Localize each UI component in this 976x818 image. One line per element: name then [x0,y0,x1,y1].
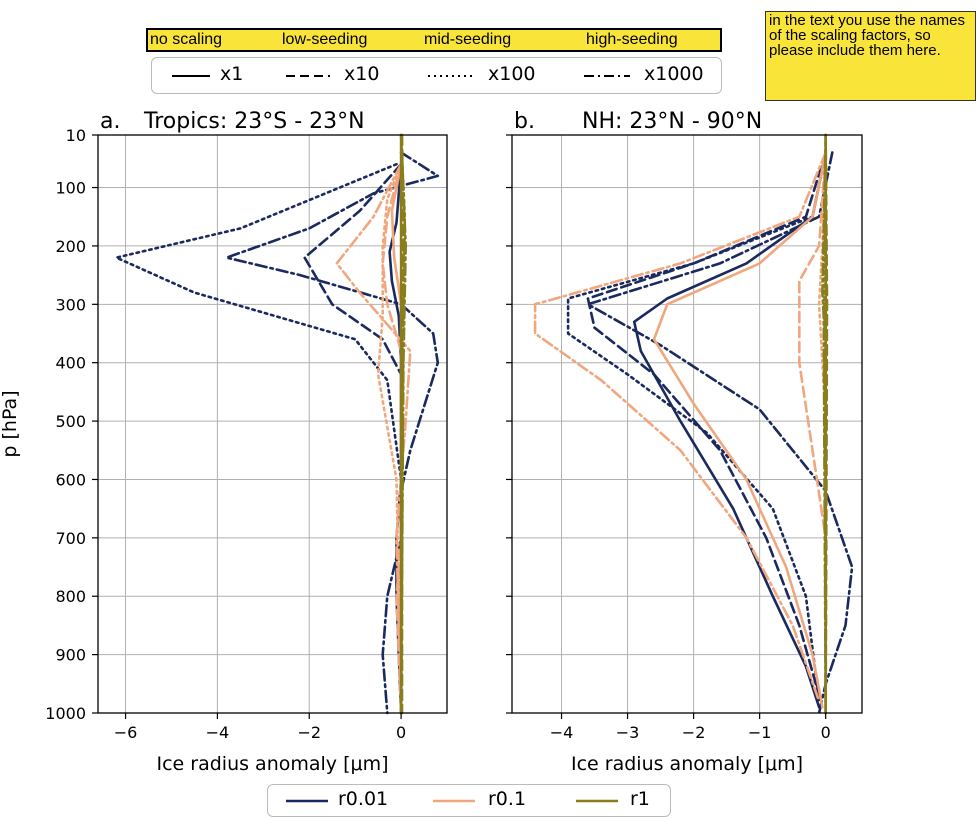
annotation-low-seeding: low-seeding [282,31,368,48]
ytick-label-a: 800 [55,587,86,606]
xtick-label-b: 0 [821,723,831,742]
xlabel-a: Ice radius anomaly [μm] [157,753,389,775]
series-a-r001-x100 [115,162,403,715]
scaling-legend: x1 x10 x100 x1000 [151,57,722,94]
xtick-label-b: −3 [616,723,640,742]
plot-frame-b [511,134,863,714]
legend-label-r01: r0.1 [488,788,527,810]
legend-label-x10: x10 [344,63,380,85]
xtick-label-a: −4 [206,723,230,742]
ytick-label-a: 200 [55,237,86,256]
series-a-r001-x10 [303,162,403,715]
series-b-r01-x1000 [533,151,827,703]
series-b-r001-x1 [632,151,827,709]
scaling-names-annotation: no scaling low-seeding mid-seeding high-… [146,28,722,52]
legend-label-r1: r1 [630,788,650,810]
series-a-r01-x100 [376,162,403,715]
legend-label-r001: r0.01 [338,788,389,810]
ice-radius-charts: −6 −4 −2 0 10 100 200 300 400 500 600 700 800 900 1000… [0,109,863,775]
series-b-r001-x100 [566,151,827,703]
xtick-label-b: −4 [550,723,574,742]
ytick-label-a: 400 [55,354,86,373]
xtick-label-b: −2 [682,723,706,742]
scaling-legend-swatches [172,75,630,77]
ytick-label-a: 600 [55,470,86,489]
series-b-r001-x1000 [586,151,854,715]
ytick-label-a: 300 [55,295,86,314]
panel-label-a: a. [100,109,120,134]
xtick-label-a: −2 [297,723,321,742]
radius-legend: r0.01 r0.1 r1 [267,784,671,817]
series-b-r1-x1000 [821,133,827,715]
panel-label-b: b. [514,109,535,134]
ytick-label-a: 700 [55,529,86,548]
ytick-label-a: 100 [55,179,86,198]
series-b-r01-x1 [652,151,827,709]
series-a-r001-x1000 [225,151,440,715]
series-a-r01-x1000 [335,162,412,715]
panel-title-b: NH: 23°N - 90°N [582,109,762,134]
xlabel-b: Ice radius anomaly [μm] [571,753,803,775]
series-a-r1-x1000 [399,133,407,715]
xtick-label-b: −1 [748,723,772,742]
legend-label-x1: x1 [220,63,244,85]
comment-text: in the text you use the names of the sca… [769,12,965,59]
radius-legend-swatches [286,799,618,803]
legend-label-x100: x100 [488,63,536,85]
ytick-label-a: 1000 [45,704,86,723]
legend-label-x1000: x1000 [644,63,704,85]
ytick-label-a: 500 [55,412,86,431]
xtick-label-a: 0 [396,723,406,742]
ytick-label-a: 900 [55,646,86,665]
comment-sticky-note[interactable]: in the text you use the names of the sca… [765,11,976,101]
ylabel-a: p [hPa] [0,390,21,457]
ytick-label-a: 10 [66,126,86,145]
panel-title-a: Tropics: 23°S - 23°N [143,109,365,134]
annotation-mid-seeding: mid-seeding [424,31,512,48]
plot-frame-a [97,134,448,714]
xtick-label-a: −6 [114,723,138,742]
annotation-high-seeding: high-seeding [586,31,678,48]
annotation-no-scaling: no scaling [150,31,223,48]
